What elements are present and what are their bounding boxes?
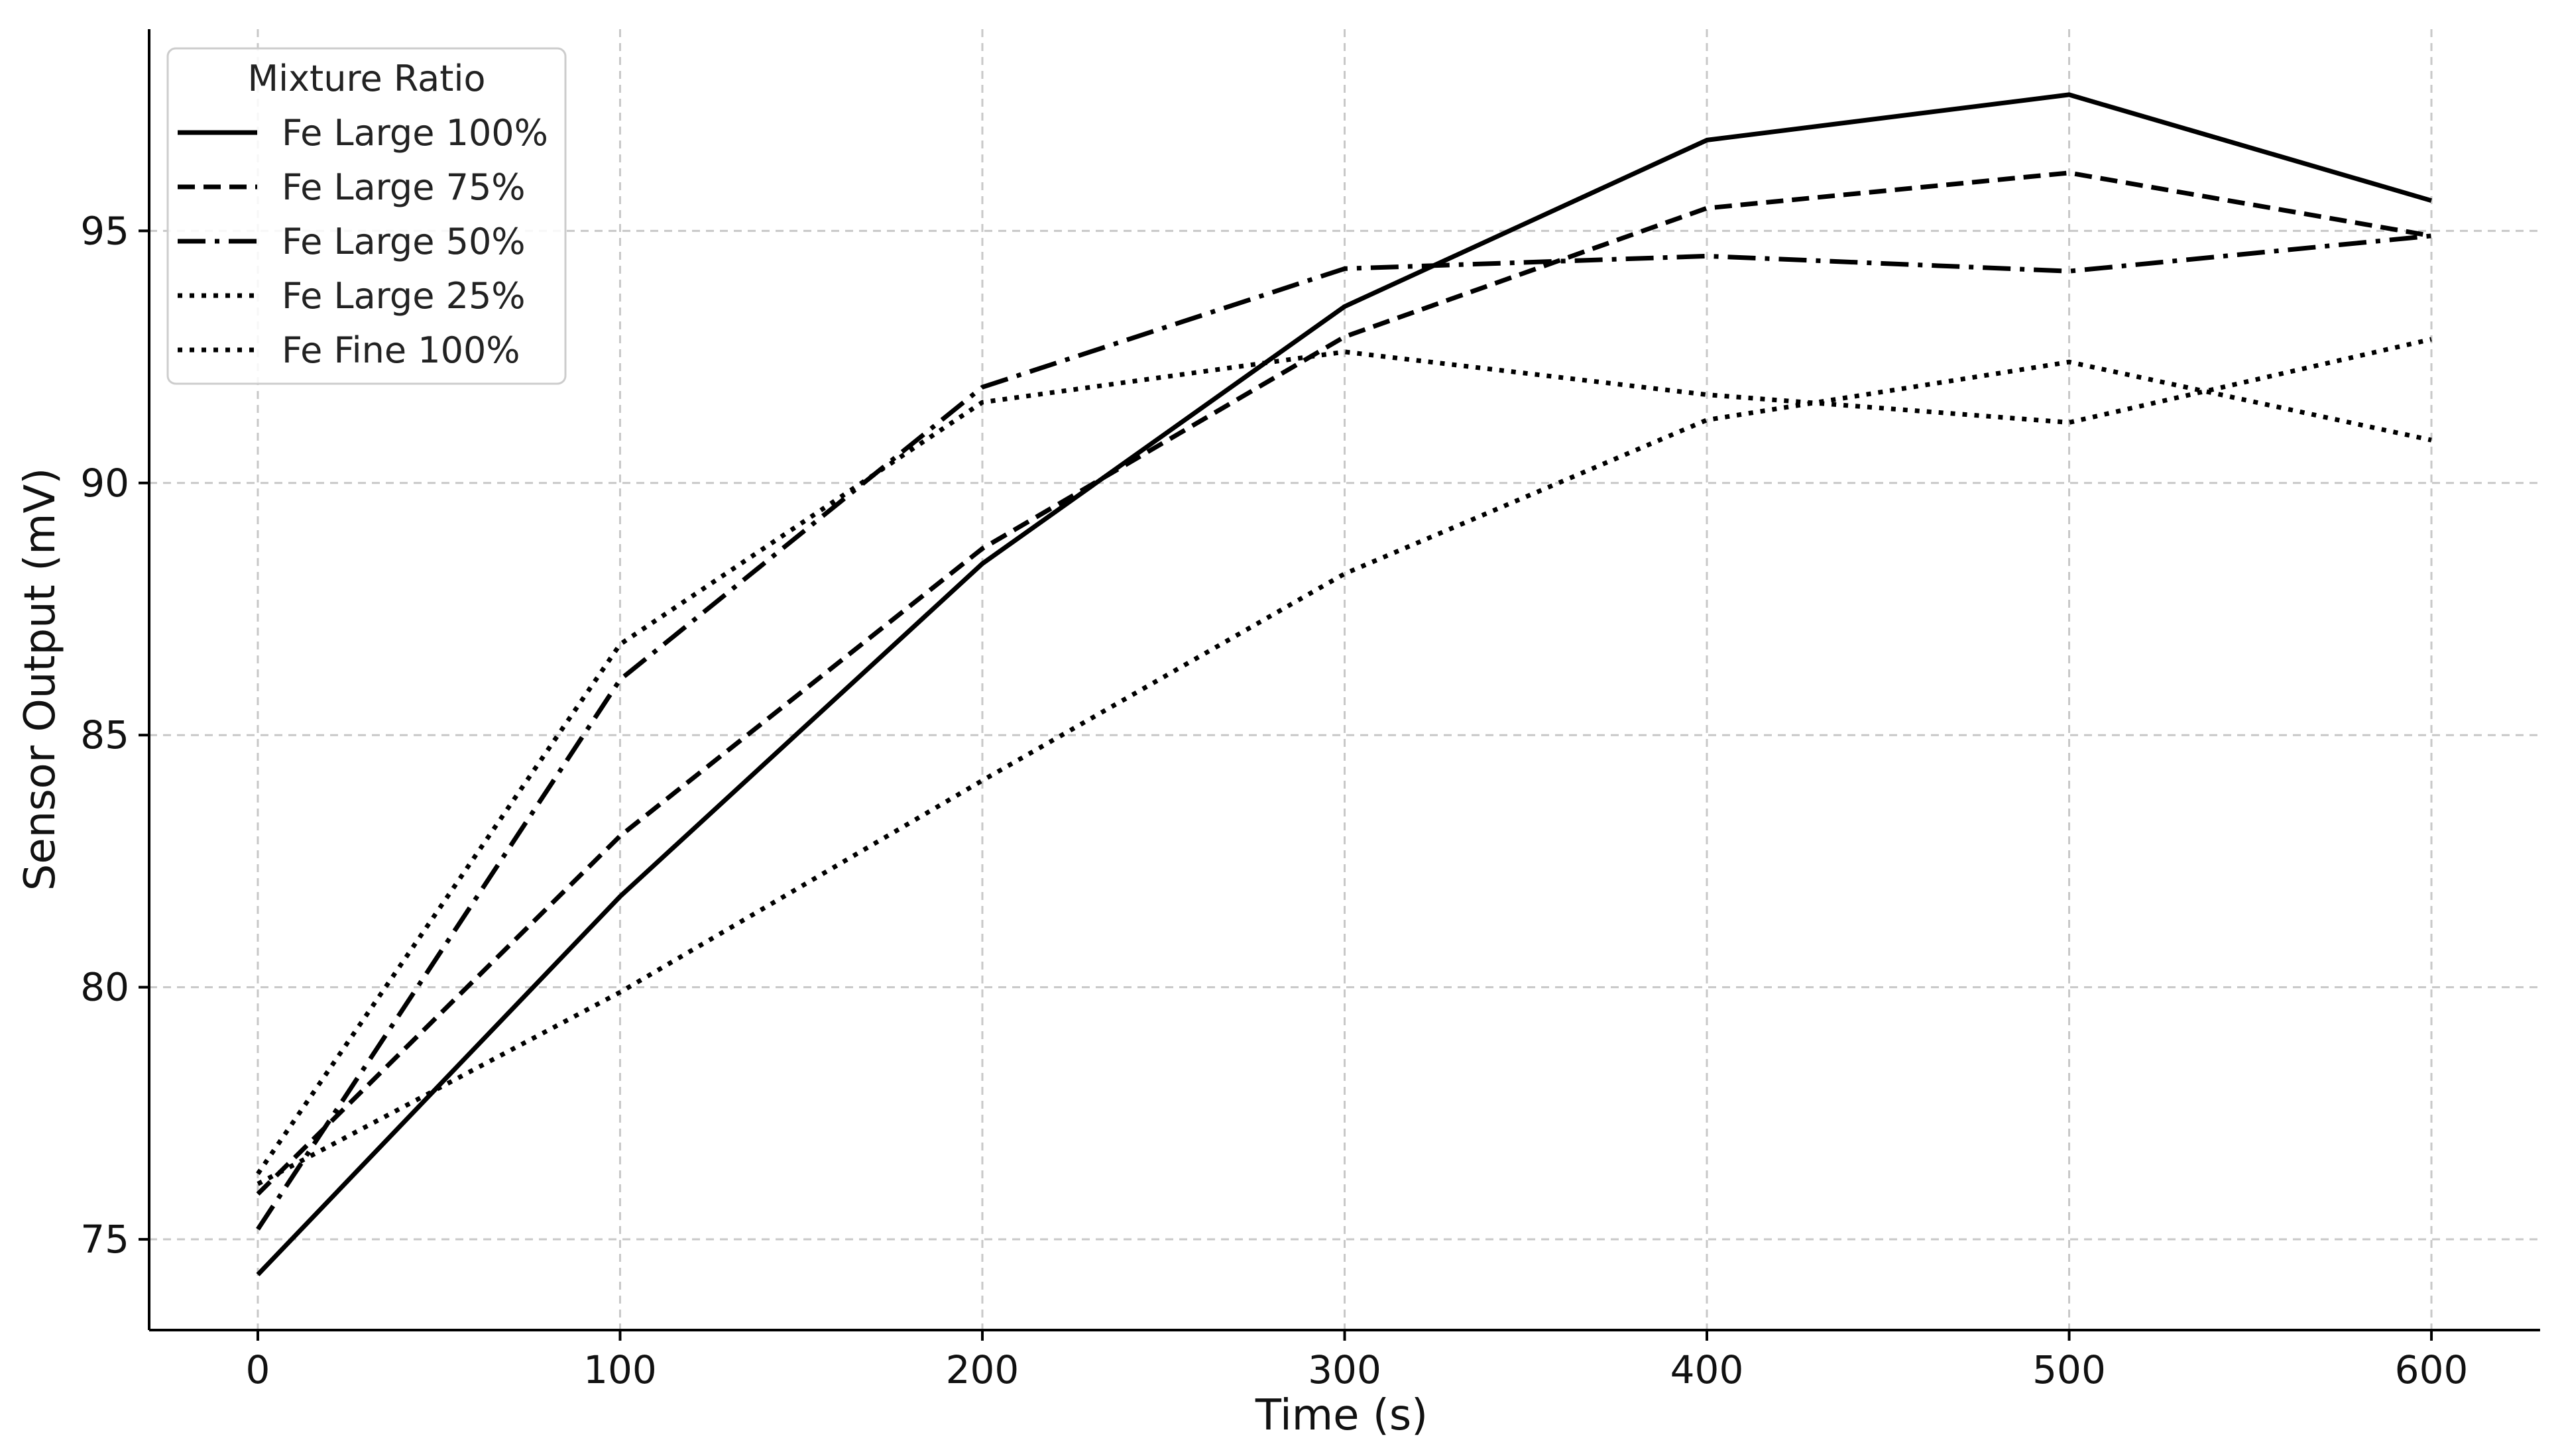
x-tick-label: 200 (946, 1347, 1019, 1392)
x-axis-title: Time (s) (1255, 1391, 1428, 1440)
legend-label-1: Fe Large 100% (282, 112, 548, 154)
x-tick-label: 500 (2032, 1347, 2106, 1392)
grid (149, 29, 2540, 1330)
x-tick-label: 300 (1308, 1347, 1381, 1392)
y-tick-label: 80 (80, 965, 129, 1010)
legend-title: Mixture Ratio (248, 58, 486, 99)
legend: Mixture Ratio Fe Large 100%Fe Large 75%F… (166, 47, 567, 385)
y-tick-label: 95 (80, 208, 129, 253)
legend-entries: Fe Large 100% Fe Large 75% Fe Large 50% Fe … (178, 112, 548, 371)
legend-label-4: Fe Large 25% (282, 275, 526, 317)
legend-label-3: Fe Large 50% (282, 221, 526, 262)
x-tick-label: 400 (1670, 1347, 1744, 1392)
series-layer (256, 92, 2432, 1276)
series-line-5 (257, 359, 2432, 1186)
x-tick-label: 600 (2395, 1347, 2469, 1392)
y-ticks: 75 80 85 90 95 (80, 208, 149, 1262)
x-ticks: 0 100 200 300 400 500 600 (246, 1330, 2469, 1392)
y-tick-label: 75 (80, 1217, 129, 1262)
y-tick-label: 85 (80, 712, 129, 757)
legend-box (166, 47, 567, 385)
x-tick-label: 0 (246, 1347, 270, 1392)
x-tick-label: 100 (583, 1347, 657, 1392)
series-line-3 (256, 233, 2432, 1231)
y-axis-title: Sensor Output (mV) (16, 468, 65, 891)
y-tick-label: 90 (80, 461, 129, 506)
series-line-1 (256, 92, 2432, 1276)
legend-label-2: Fe Large 75% (282, 166, 526, 208)
legend-label-5: Fe Fine 100% (282, 329, 520, 371)
